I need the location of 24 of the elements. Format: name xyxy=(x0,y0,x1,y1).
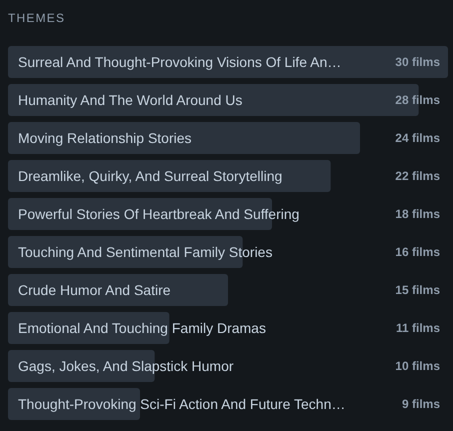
data-label: 30 films xyxy=(395,55,440,69)
y-tick-label: Crude Humor And Satire xyxy=(18,282,171,298)
data-label: 10 films xyxy=(395,359,440,373)
y-tick-label: Emotional And Touching Family Dramas xyxy=(18,320,266,336)
y-tick-label: Humanity And The World Around Us xyxy=(18,92,242,108)
y-tick-label: Dreamlike, Quirky, And Surreal Storytelling xyxy=(18,168,282,184)
y-tick-label: Surreal And Thought-Provoking Visions Of Life An… xyxy=(18,54,342,70)
bar xyxy=(8,122,360,154)
data-label: 16 films xyxy=(395,245,440,259)
y-tick-label: Touching And Sentimental Family Stories xyxy=(18,244,272,260)
data-label: 15 films xyxy=(395,283,440,297)
data-label: 22 films xyxy=(395,169,440,183)
data-label: 18 films xyxy=(395,207,440,221)
y-tick-label: Gags, Jokes, And Slapstick Humor xyxy=(18,358,234,374)
y-tick-label: Thought-Provoking Sci-Fi Action And Future Techn… xyxy=(18,396,346,412)
y-tick-label: Powerful Stories Of Heartbreak And Suffering xyxy=(18,206,300,222)
data-label: 11 films xyxy=(396,321,440,335)
bar xyxy=(8,46,448,78)
bar xyxy=(8,274,228,306)
data-label: 28 films xyxy=(395,93,440,107)
chart-title: THEMES xyxy=(8,11,66,25)
data-label: 9 films xyxy=(402,397,440,411)
y-tick-label: Moving Relationship Stories xyxy=(18,130,192,146)
data-label: 24 films xyxy=(395,131,440,145)
